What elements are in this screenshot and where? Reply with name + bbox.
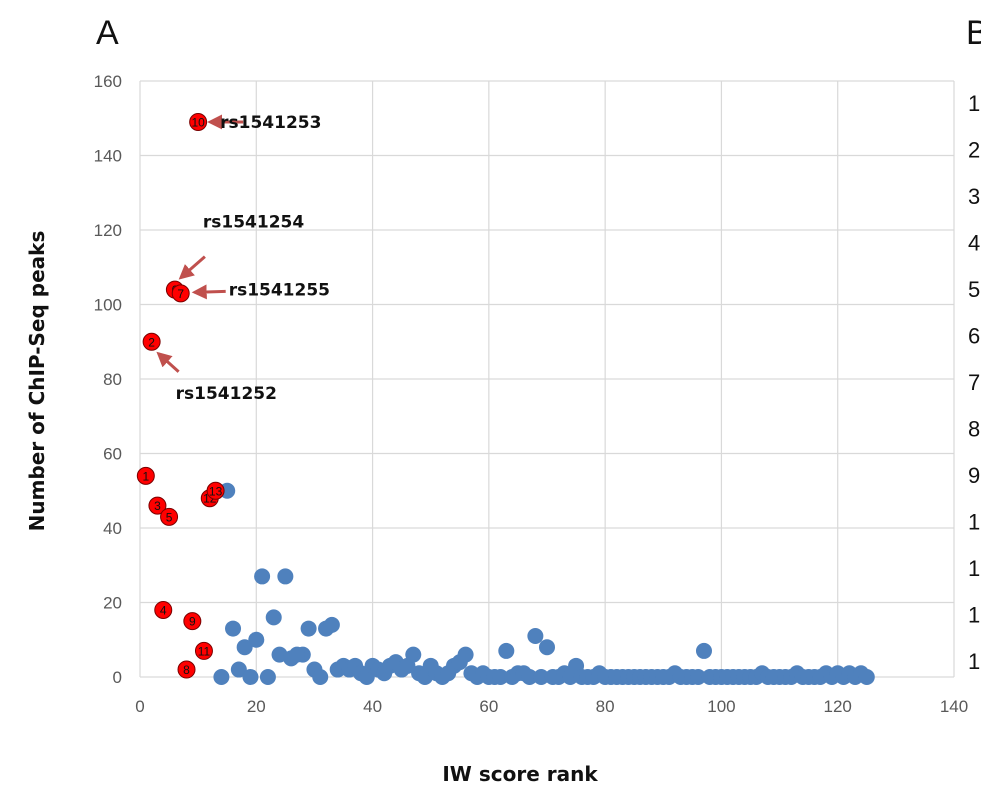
data-point (405, 646, 422, 663)
highlighted-point (171, 284, 190, 303)
x-tick-label: 140 (940, 697, 968, 716)
x-tick-label: 60 (479, 697, 498, 716)
annotation-arrow (156, 351, 180, 373)
data-point (288, 646, 305, 663)
data-point (236, 639, 253, 656)
y-tick-label: 20 (103, 594, 122, 613)
highlighted-point (142, 332, 161, 351)
data-point (277, 568, 294, 585)
data-point (230, 661, 247, 678)
highlighted-point (136, 466, 155, 485)
y-tick-label: 0 (113, 668, 122, 687)
point-label: 13 (209, 484, 223, 498)
data-point (527, 628, 544, 645)
data-point (242, 669, 259, 685)
data-point (498, 642, 515, 659)
highlighted-point (189, 112, 208, 131)
panel-b-row-number: 1 (968, 649, 980, 674)
point-label: 7 (177, 287, 184, 301)
point-label: 1 (142, 469, 149, 483)
highlighted-point (160, 507, 179, 526)
data-point (265, 609, 282, 626)
y-tick-label: 100 (94, 296, 122, 315)
y-tick-label: 40 (103, 519, 122, 538)
panel-b-row-number: 9 (968, 463, 980, 488)
annotation-label: rs1541253 (220, 113, 321, 133)
panel-b-row-number: 1 (968, 603, 980, 628)
panel-b-row-number: 8 (968, 417, 980, 442)
data-point (690, 669, 707, 685)
x-tick-labels: 0 20 40 60 80 100 120 140 (135, 697, 968, 716)
y-tick-label: 160 (94, 72, 122, 91)
annotation-label: rs1541254 (203, 213, 304, 233)
data-point (213, 669, 230, 685)
x-tick-label: 0 (135, 697, 144, 716)
panel-b-row-number: 1 (968, 510, 980, 535)
highlighted-point (177, 660, 196, 679)
gridlines (139, 80, 955, 678)
point-label: 8 (183, 663, 190, 677)
data-point (259, 669, 276, 685)
panel-b-row-number: 3 (968, 184, 980, 209)
point-label: 2 (148, 335, 155, 349)
panel-b-row-number: 4 (968, 231, 980, 256)
data-point (312, 669, 329, 685)
highlighted-point (183, 612, 202, 631)
series-red-points: 12345678910111213 (136, 112, 225, 679)
data-point (225, 620, 242, 637)
series-blue-points (213, 482, 875, 685)
annotation-label: rs1541255 (229, 280, 330, 300)
data-point (858, 669, 875, 685)
y-tick-labels: 0 20 40 60 80 100 120 140 160 (94, 72, 122, 687)
y-tick-label: 80 (103, 370, 122, 389)
highlighted-point (206, 481, 225, 500)
annotation-arrows (156, 114, 244, 373)
panel-b-row-number: 5 (968, 277, 980, 302)
x-tick-label: 80 (596, 697, 615, 716)
point-label: 11 (198, 644, 211, 658)
data-point (695, 642, 712, 659)
panel-b-row-number: 1 (968, 91, 980, 116)
y-tick-label: 60 (103, 445, 122, 464)
highlighted-point (148, 496, 167, 515)
highlighted-point (154, 600, 173, 619)
annotation-label: rs1541252 (176, 384, 277, 404)
point-label: 3 (154, 499, 161, 513)
x-tick-label: 40 (363, 697, 382, 716)
data-point (521, 669, 538, 685)
data-point (539, 639, 555, 656)
y-axis-title: Number of ChIP-Seq peaks (25, 231, 49, 532)
data-point (248, 631, 265, 648)
panel-a-label: A (96, 14, 119, 52)
y-tick-label: 120 (94, 221, 122, 240)
panel-b-row-numbers: 1 2 3 4 5 6 7 8 9 1 1 1 1 (968, 91, 980, 674)
annotation-arrow (191, 284, 226, 300)
y-tick-label: 140 (94, 147, 122, 166)
panel-b-row-number: 7 (968, 370, 980, 395)
panel-b-row-number: 2 (968, 138, 980, 163)
point-label: 9 (189, 615, 196, 629)
data-point (533, 669, 550, 685)
data-point (300, 620, 317, 637)
annotation-labels: rs1541253 rs1541254 rs1541255 rs1541252 (176, 113, 330, 404)
point-label: 10 (191, 115, 205, 129)
data-point (323, 616, 340, 633)
panel-b-row-number: 1 (968, 556, 980, 581)
point-label: 4 (160, 603, 167, 617)
x-tick-label: 100 (707, 697, 735, 716)
point-label: 5 (166, 510, 173, 524)
data-point (254, 568, 271, 585)
x-tick-label: 20 (247, 697, 266, 716)
data-point (492, 669, 509, 685)
panel-b-row-number: 6 (968, 324, 980, 349)
annotation-arrow (178, 255, 206, 280)
data-point (457, 646, 474, 663)
x-tick-label: 120 (824, 697, 852, 716)
panel-b-label: B (966, 14, 981, 52)
highlighted-point (194, 641, 213, 660)
x-axis-title: IW score rank (442, 762, 598, 786)
